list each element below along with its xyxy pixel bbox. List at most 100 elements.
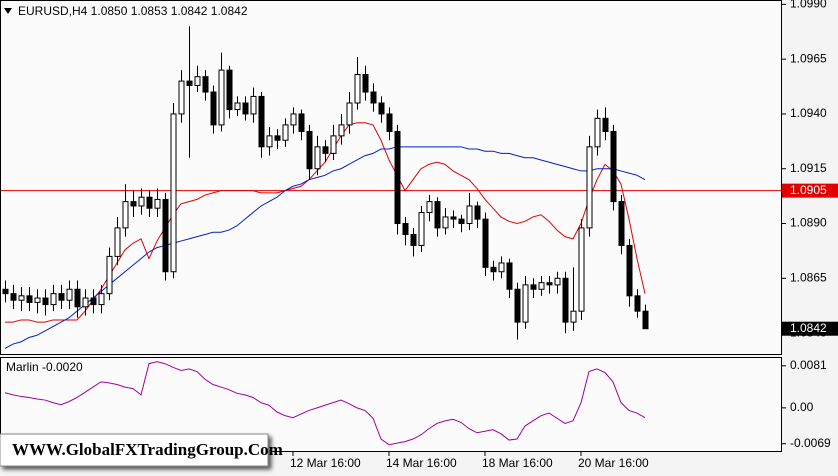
candle-body xyxy=(2,288,9,295)
watermark: WWW.GlobalFXTradingGroup.Com xyxy=(12,440,283,459)
candle-body xyxy=(642,310,649,330)
candle-body xyxy=(138,196,145,207)
candle-body xyxy=(442,216,449,229)
candle-body xyxy=(122,201,129,229)
y-tick-label: 1.0990 xyxy=(790,0,827,11)
candle-body xyxy=(594,117,601,148)
candle-body xyxy=(386,113,393,132)
candle-body xyxy=(170,113,177,273)
candle-body xyxy=(490,266,497,273)
indicator-line xyxy=(4,361,646,446)
x-tick-label: 12 Mar 16:00 xyxy=(290,456,361,470)
candle-body xyxy=(474,205,481,220)
candle-body xyxy=(274,135,281,141)
candle-body xyxy=(306,130,313,170)
watermark-box xyxy=(0,433,269,467)
candle-body xyxy=(106,255,113,295)
candle-body xyxy=(466,205,473,225)
candle-body xyxy=(522,284,529,323)
candle-body xyxy=(498,262,505,273)
candle-body xyxy=(482,218,489,268)
candle-body xyxy=(330,135,337,154)
chart-header: EURUSD,H4 1.0850 1.0853 1.0842 1.0842 xyxy=(18,4,248,18)
candle-body xyxy=(322,146,329,154)
candle-body xyxy=(242,102,249,115)
candle-body xyxy=(186,80,193,86)
candle-body xyxy=(290,113,297,126)
candle-body xyxy=(458,218,465,225)
price-line-label: 1.0905 xyxy=(790,183,827,197)
candle-body xyxy=(554,277,561,286)
candle-body xyxy=(18,295,25,301)
candle-body xyxy=(354,74,361,104)
candle-body xyxy=(314,146,321,170)
x-tick-label: 14 Mar 16:00 xyxy=(386,456,457,470)
price-panel xyxy=(0,0,782,355)
candle-body xyxy=(546,282,553,286)
candle-body xyxy=(90,297,97,306)
last-price-label: 1.0842 xyxy=(790,321,827,335)
candle-body xyxy=(130,201,137,207)
y-tick-label: 1.0915 xyxy=(790,161,827,175)
candle-body xyxy=(202,76,209,93)
y-tick-label: 1.0865 xyxy=(790,270,827,284)
y-tick-label: 0.0081 xyxy=(790,358,827,372)
candle-body xyxy=(98,293,105,306)
candle-body xyxy=(82,297,89,308)
candle-body xyxy=(74,288,81,308)
candle-body xyxy=(418,212,425,246)
candle-body xyxy=(298,113,305,132)
candle-body xyxy=(226,69,233,111)
x-tick-label: 18 Mar 16:00 xyxy=(482,456,553,470)
candle-body xyxy=(610,130,617,203)
candle-body xyxy=(346,102,353,126)
y-tick-label: -0.0069 xyxy=(790,436,831,450)
candle-body xyxy=(162,198,169,273)
candle-body xyxy=(266,135,273,148)
indicator-title: Marlin -0.0020 xyxy=(6,360,83,374)
y-tick-label: 1.0965 xyxy=(790,51,827,65)
candle-body xyxy=(602,117,609,132)
candle-body xyxy=(34,297,41,303)
x-tick-label: 20 Mar 16:00 xyxy=(578,456,649,470)
candle-body xyxy=(570,310,577,323)
candle-body xyxy=(194,76,201,86)
candle-body xyxy=(178,80,185,115)
candle-body xyxy=(282,124,289,141)
candle-body xyxy=(394,130,401,225)
candle-body xyxy=(626,244,633,297)
candle-body xyxy=(258,95,265,148)
candle-body xyxy=(146,196,153,209)
candle-body xyxy=(434,201,441,229)
candle-body xyxy=(10,293,17,301)
candle-body xyxy=(66,288,73,301)
y-tick-label: 1.0940 xyxy=(790,106,827,120)
candle-body xyxy=(362,74,369,93)
candle-body xyxy=(538,282,545,290)
candle-body xyxy=(338,124,345,137)
candle-body xyxy=(634,295,641,312)
y-tick-label: 0.00 xyxy=(790,400,814,414)
candle-body xyxy=(250,95,257,115)
menu-arrow[interactable] xyxy=(4,8,12,14)
candle-body xyxy=(530,284,537,290)
candle-body xyxy=(562,277,569,323)
candle-body xyxy=(578,227,585,312)
candle-body xyxy=(218,69,225,126)
candle-body xyxy=(378,102,385,115)
candle-body xyxy=(154,198,161,209)
candle-body xyxy=(450,216,457,220)
candle-body xyxy=(370,91,377,104)
candle-body xyxy=(26,295,33,303)
last-price-tag xyxy=(782,321,838,336)
candle-body xyxy=(234,102,241,111)
y-tick-label: 1.0890 xyxy=(790,216,827,230)
candle-body xyxy=(410,233,417,246)
candle-body xyxy=(402,223,409,235)
candle-body xyxy=(58,293,65,301)
candle-body xyxy=(42,297,49,306)
candle-body xyxy=(50,293,57,306)
candle-body xyxy=(506,262,513,290)
